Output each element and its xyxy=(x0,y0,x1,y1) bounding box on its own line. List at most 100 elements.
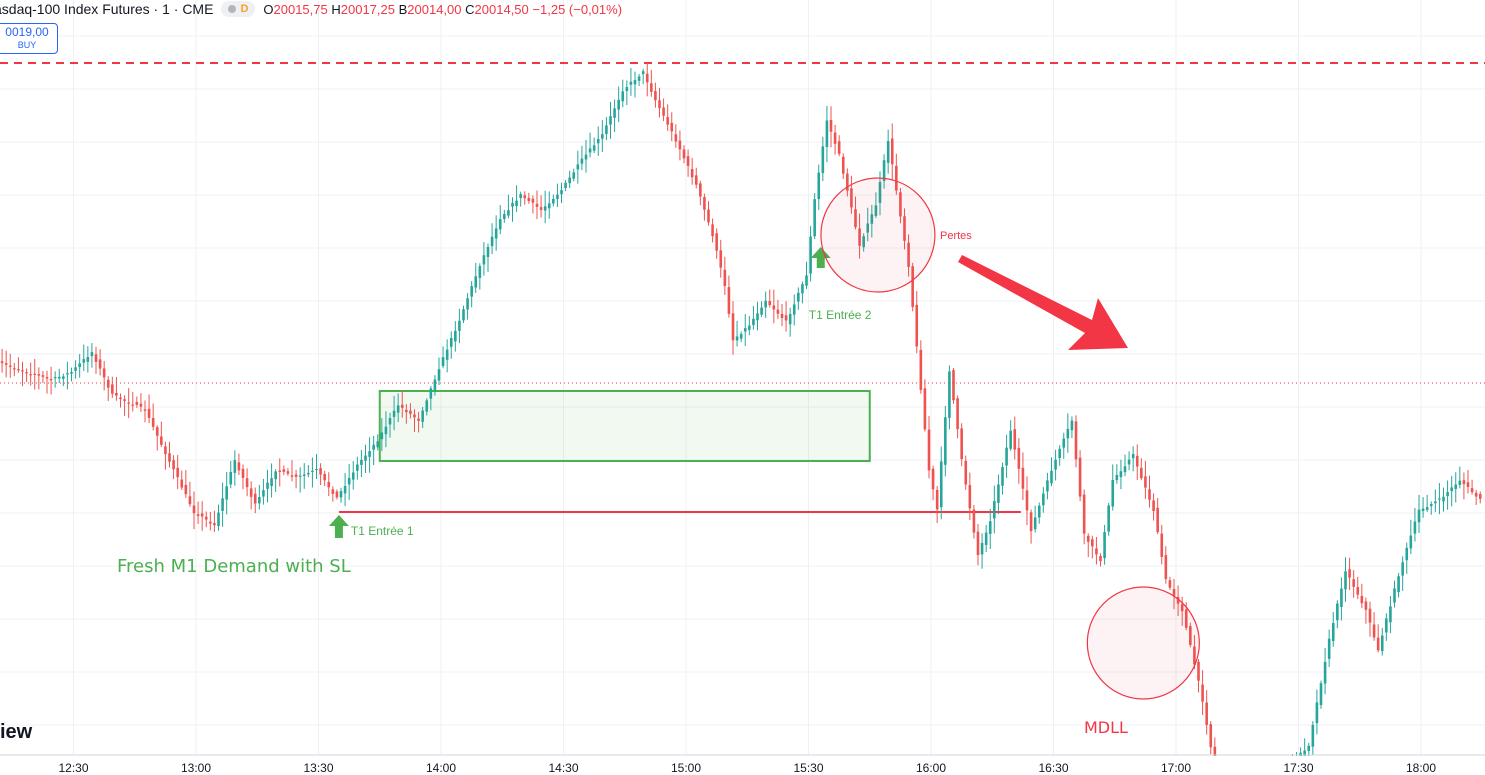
delayed-data-letter: D xyxy=(240,3,249,15)
candle-body xyxy=(37,374,41,376)
candle-body xyxy=(1401,562,1404,576)
candle xyxy=(633,71,637,98)
grid xyxy=(0,0,1485,755)
candle xyxy=(62,373,65,386)
candle-body xyxy=(895,165,898,191)
candle-body xyxy=(817,172,821,200)
candle-body xyxy=(351,472,355,480)
candle xyxy=(1070,416,1074,439)
x-tick-label: 18:00 xyxy=(1406,761,1436,775)
candle-body xyxy=(850,188,853,208)
candle-body xyxy=(1327,638,1331,659)
candle-body xyxy=(155,427,159,436)
candle-body xyxy=(1466,482,1470,488)
x-tick-label: 17:00 xyxy=(1161,761,1191,775)
candle-body xyxy=(1042,493,1045,506)
candle xyxy=(1442,487,1445,512)
candle-body xyxy=(1054,459,1057,470)
candle-body xyxy=(1168,580,1172,588)
candle-body xyxy=(1462,480,1466,485)
candle xyxy=(343,473,347,507)
candle-body xyxy=(1176,596,1180,604)
candle xyxy=(1205,690,1208,735)
candle-body xyxy=(1140,467,1143,479)
candle xyxy=(846,168,849,197)
candle xyxy=(123,395,126,416)
candle-body xyxy=(0,361,4,364)
candle xyxy=(498,205,502,235)
candle xyxy=(617,86,620,123)
candle-body xyxy=(858,228,861,246)
candle-body xyxy=(1405,547,1409,561)
candle xyxy=(405,404,408,424)
candle-body xyxy=(286,471,290,474)
buy-button[interactable]: 0019,00 BUY xyxy=(0,23,58,54)
candle xyxy=(1397,572,1400,598)
candle-body xyxy=(66,373,69,375)
candle xyxy=(948,365,951,430)
candle xyxy=(1042,487,1045,513)
candle-body xyxy=(262,490,265,497)
candle xyxy=(588,132,592,158)
losses-circle xyxy=(820,177,936,293)
candle xyxy=(143,400,147,423)
candle xyxy=(678,130,682,161)
candle xyxy=(1364,597,1368,624)
candle xyxy=(70,367,73,382)
candle-body xyxy=(801,284,804,294)
symbol-title[interactable]: asdaq-100 Index Futures · 1 · CME xyxy=(0,1,214,17)
candle xyxy=(564,179,567,192)
candle xyxy=(1462,472,1466,500)
candle xyxy=(682,145,686,164)
candle-body xyxy=(204,516,208,520)
candle-body xyxy=(527,197,531,201)
candle xyxy=(1368,601,1372,637)
candle xyxy=(939,446,943,520)
candle xyxy=(1331,611,1335,647)
candle-body xyxy=(123,399,126,401)
candle xyxy=(1352,570,1355,598)
candle-body xyxy=(1205,702,1208,725)
candle xyxy=(135,396,139,408)
candle-body xyxy=(1380,635,1384,652)
candle xyxy=(445,339,449,373)
candle-body xyxy=(890,138,894,165)
candle xyxy=(115,376,118,401)
candle xyxy=(686,149,690,177)
candle xyxy=(576,150,580,184)
candle-body xyxy=(225,486,228,500)
candle xyxy=(1307,742,1311,756)
candle xyxy=(764,291,767,318)
candle xyxy=(421,407,424,429)
candle xyxy=(1425,494,1429,512)
candle xyxy=(935,486,939,523)
candle xyxy=(523,191,527,205)
candle xyxy=(172,455,175,480)
candle xyxy=(17,357,20,373)
candle xyxy=(106,376,110,402)
candle xyxy=(1372,612,1376,641)
candle xyxy=(613,99,616,132)
candle xyxy=(641,68,645,85)
ohlc-values: O20015,75 H20017,25 B20014,00 C20014,50 … xyxy=(263,2,622,17)
candle-body xyxy=(1156,507,1159,533)
candle-body xyxy=(1438,498,1441,500)
candle xyxy=(233,450,237,486)
candle xyxy=(1389,595,1392,634)
candle xyxy=(560,182,563,204)
candle-body xyxy=(1115,474,1119,481)
candle xyxy=(90,343,94,368)
candle-body xyxy=(686,156,690,166)
candle-body xyxy=(278,470,282,472)
candle-body xyxy=(1425,507,1429,510)
market-status-badge[interactable]: D xyxy=(221,1,256,17)
candle xyxy=(327,472,331,497)
candle-body xyxy=(147,408,151,418)
candle-body xyxy=(405,409,408,413)
x-tick-label: 16:00 xyxy=(916,761,946,775)
candle-body xyxy=(956,398,959,430)
candle-body xyxy=(780,313,784,319)
candle-body xyxy=(421,410,424,422)
candle-body xyxy=(249,488,253,497)
